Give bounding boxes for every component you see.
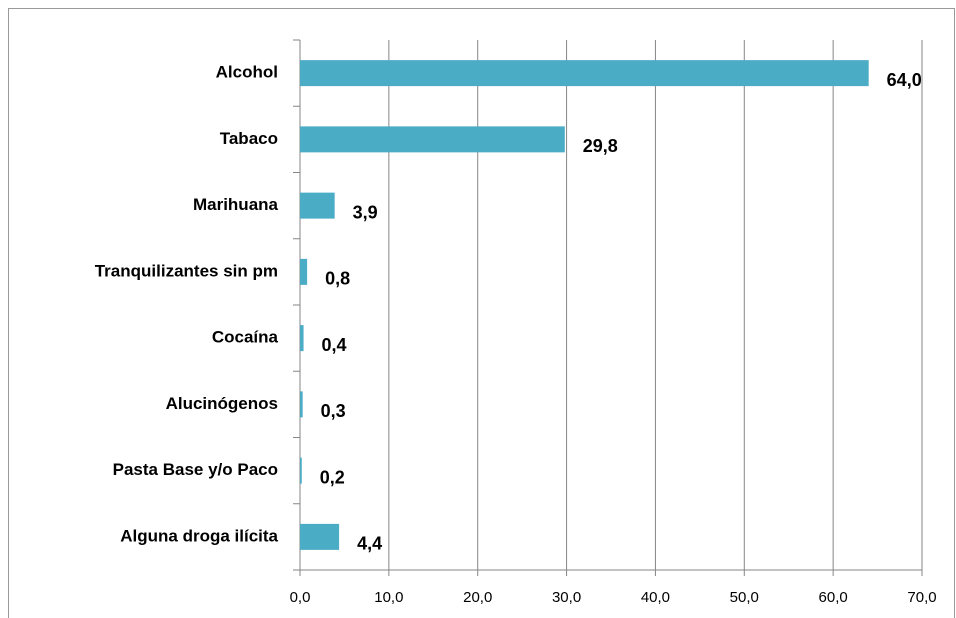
bar <box>300 258 308 285</box>
x-tick-label: 20,0 <box>463 589 492 606</box>
chart-border <box>8 8 955 618</box>
value-label: 29,8 <box>583 136 618 156</box>
x-tick-label: 10,0 <box>374 589 403 606</box>
category-label: Alguna droga ilícita <box>120 526 278 545</box>
category-label: Tabaco <box>220 129 278 148</box>
category-label: Tranquilizantes sin pm <box>95 261 278 280</box>
bar <box>300 126 565 153</box>
x-tick-label: 30,0 <box>552 589 581 606</box>
value-label: 0,8 <box>325 269 350 289</box>
category-label: Alcohol <box>216 63 278 82</box>
value-label: 0,2 <box>320 467 345 487</box>
category-label: Pasta Base y/o Paco <box>113 460 278 479</box>
x-tick-label: 50,0 <box>730 589 759 606</box>
value-label: 64,0 <box>887 70 922 90</box>
bar <box>300 325 304 352</box>
bar <box>300 523 340 550</box>
x-tick-label: 0,0 <box>290 589 311 606</box>
category-label: Marihuana <box>193 195 279 214</box>
value-label: 0,3 <box>321 401 346 421</box>
bar <box>300 60 869 87</box>
value-label: 3,9 <box>353 202 378 222</box>
x-tick-label: 40,0 <box>641 589 670 606</box>
category-label: Cocaína <box>212 328 279 347</box>
x-tick-label: 70,0 <box>907 589 936 606</box>
value-label: 4,4 <box>357 534 382 554</box>
bar <box>300 192 335 219</box>
bar <box>300 457 302 484</box>
x-tick-label: 60,0 <box>819 589 848 606</box>
value-label: 0,4 <box>322 335 347 355</box>
bar <box>300 391 303 418</box>
category-label: Alucinógenos <box>166 394 278 413</box>
